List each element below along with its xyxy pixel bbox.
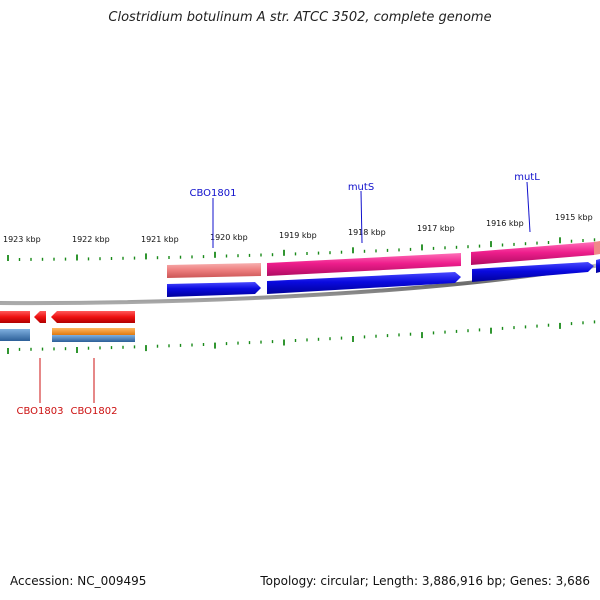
gene-label-cbo1801[interactable]: CBO1801: [190, 188, 237, 199]
cds-feature-mutl[interactable]: [472, 262, 594, 282]
cds-feature-next-forward[interactable]: [596, 259, 600, 273]
cds-feature-muts[interactable]: [267, 272, 461, 294]
cds-feature-cbo1802-lower[interactable]: [52, 335, 135, 342]
ruler-label: 1923 kbp: [3, 235, 41, 244]
gene-feature-cbo1803[interactable]: [0, 311, 30, 323]
ruler-label: 1919 kbp: [279, 231, 317, 240]
gene-feature-next-forward[interactable]: [594, 241, 600, 255]
gene-label-mutl[interactable]: mutL: [514, 172, 540, 183]
ruler-label: 1917 kbp: [417, 224, 455, 233]
ruler-label: 1915 kbp: [555, 213, 593, 222]
genome-summary-text: Topology: circular; Length: 3,886,916 bp…: [260, 574, 590, 588]
cds-feature-cbo1801[interactable]: [167, 282, 261, 297]
outer-tick-track: [7, 237, 596, 261]
cds-feature-cbo1802-upper[interactable]: [52, 328, 135, 335]
accession-text: Accession: NC_009495: [10, 574, 147, 588]
ruler-label: 1921 kbp: [141, 235, 179, 244]
ruler-label: 1916 kbp: [486, 219, 524, 228]
gene-feature-cbo1802[interactable]: [51, 311, 135, 323]
gene-feature-muts[interactable]: [267, 253, 461, 276]
gene-feature-mutl[interactable]: [471, 242, 594, 265]
inner-tick-track: [7, 320, 596, 354]
gene-feature-cbo1801[interactable]: [167, 263, 261, 278]
gene-feature-small-reverse[interactable]: [34, 311, 46, 323]
ruler-label: 1918 kbp: [348, 228, 386, 237]
gene-label-cbo1802[interactable]: CBO1802: [71, 406, 118, 417]
leader-line-mutl: [526, 181, 531, 233]
ruler-label: 1922 kbp: [72, 235, 110, 244]
map-title: Clostridium botulinum A str. ATCC 3502, …: [108, 10, 492, 25]
leader-line-muts: [360, 190, 363, 244]
gene-label-muts[interactable]: mutS: [348, 182, 374, 193]
gene-label-cbo1803[interactable]: CBO1803: [17, 406, 64, 417]
cds-feature-cbo1803[interactable]: [0, 329, 30, 341]
ruler-label: 1920 kbp: [210, 233, 248, 242]
